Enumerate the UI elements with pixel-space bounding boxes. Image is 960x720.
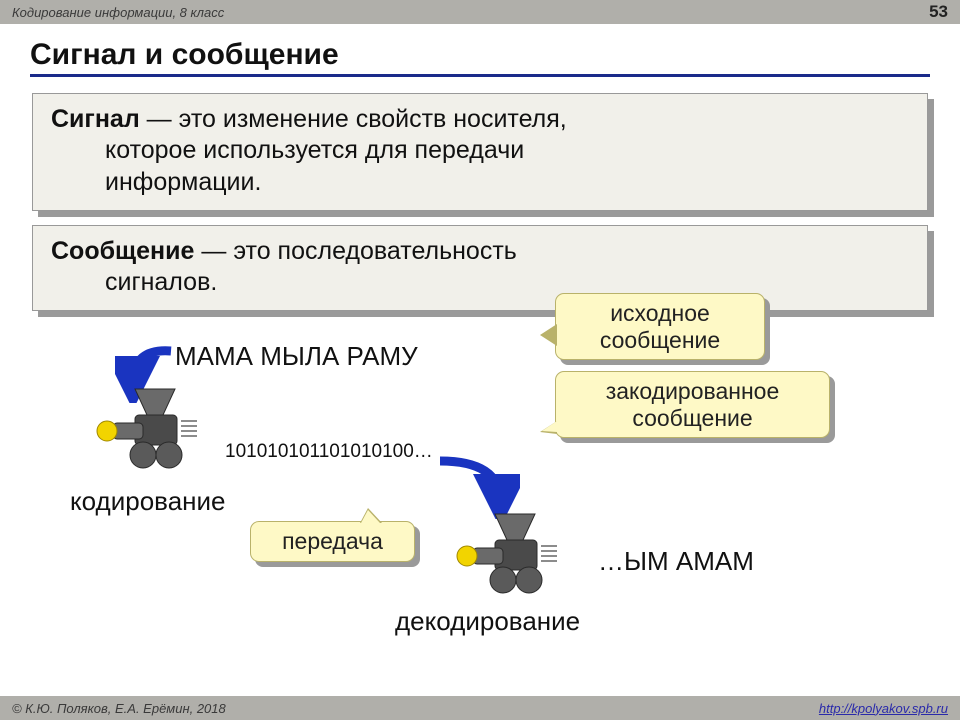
term-signal: Сигнал — [51, 105, 140, 133]
encoder-icon — [85, 381, 205, 481]
page-number: 53 — [929, 2, 948, 22]
callout-transfer-l1: передача — [269, 528, 396, 554]
header-bar: Кодирование информации, 8 класс 53 — [0, 0, 960, 24]
page-title: Сигнал и сообщение — [30, 38, 930, 77]
breadcrumb: Кодирование информации, 8 класс — [12, 5, 224, 20]
footer-bar: © К.Ю. Поляков, Е.А. Ерёмин, 2018 http:/… — [0, 696, 960, 720]
callout-encoded: закодированное сообщение — [555, 371, 830, 438]
def-signal-l2: которое используется для передачи — [51, 135, 909, 166]
term-message: Сообщение — [51, 237, 194, 265]
callout-source-l2: сообщение — [574, 327, 746, 353]
footer-link[interactable]: http://kpolyakov.spb.ru — [819, 701, 948, 716]
def-message-l2: сигналов. — [51, 267, 909, 298]
callout-source: исходное сообщение — [555, 293, 765, 360]
title-wrap: Сигнал и сообщение — [0, 24, 960, 79]
callout-encoded-l2: сообщение — [574, 405, 811, 431]
encoding-diagram: МАМА МЫЛА РАМУ кодирование 1010101011010… — [0, 321, 960, 651]
def-signal-rest1: — это изменение свойств носителя, — [140, 105, 567, 133]
encoding-label: кодирование — [70, 486, 226, 517]
decoding-label: декодирование — [395, 606, 580, 637]
binary-text: 101010101101010100… — [225, 441, 433, 463]
decoder-icon — [445, 506, 565, 606]
copyright: © К.Ю. Поляков, Е.А. Ерёмин, 2018 — [12, 701, 226, 716]
callout-encoded-l1: закодированное — [574, 378, 811, 404]
source-message-text: МАМА МЫЛА РАМУ — [175, 341, 418, 372]
def-message-rest1: — это последовательность — [194, 237, 516, 265]
decoded-message-text: …ЫМ АМАМ — [598, 546, 754, 577]
definition-signal: Сигнал — это изменение свойств носителя,… — [32, 93, 928, 211]
def-signal-l3: информации. — [51, 167, 909, 198]
callout-transfer: передача — [250, 521, 415, 561]
definition-message: Сообщение — это последовательность сигна… — [32, 225, 928, 312]
callout-source-l1: исходное — [574, 300, 746, 326]
